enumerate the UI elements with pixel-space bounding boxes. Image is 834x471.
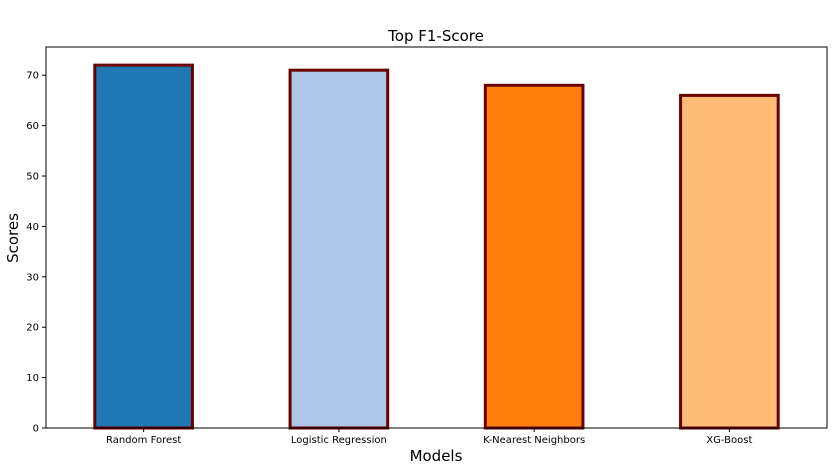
y-tick-label-4: 40 [26,222,39,233]
x-axis-label: Models [410,447,463,465]
bar-1 [288,68,390,430]
bar-0 [93,63,194,430]
x-tick-label-3: XG-Boost [706,435,752,446]
y-tick-label-5: 50 [26,172,39,183]
y-tick-label-1: 10 [26,373,39,384]
y-tick-label-7: 70 [26,71,39,82]
plot-frame [45,46,828,429]
y-axis-label: Scores [4,213,22,263]
bar-3 [679,93,780,430]
y-tick-label-3: 30 [26,272,39,283]
y-tick-label-0: 0 [33,424,39,435]
x-tick-label-0: Random Forest [106,435,181,446]
bar-2 [483,83,585,430]
x-tick-label-1: Logistic Regression [291,435,387,446]
x-tick-label-2: K-Nearest Neighbors [483,435,585,446]
chart-title: Top F1-Score [387,27,484,45]
plot-area: Random Forest Logistic Regression K-Neares… [26,46,828,446]
y-tick-label-2: 20 [26,323,39,334]
y-tick-label-6: 60 [26,121,39,132]
